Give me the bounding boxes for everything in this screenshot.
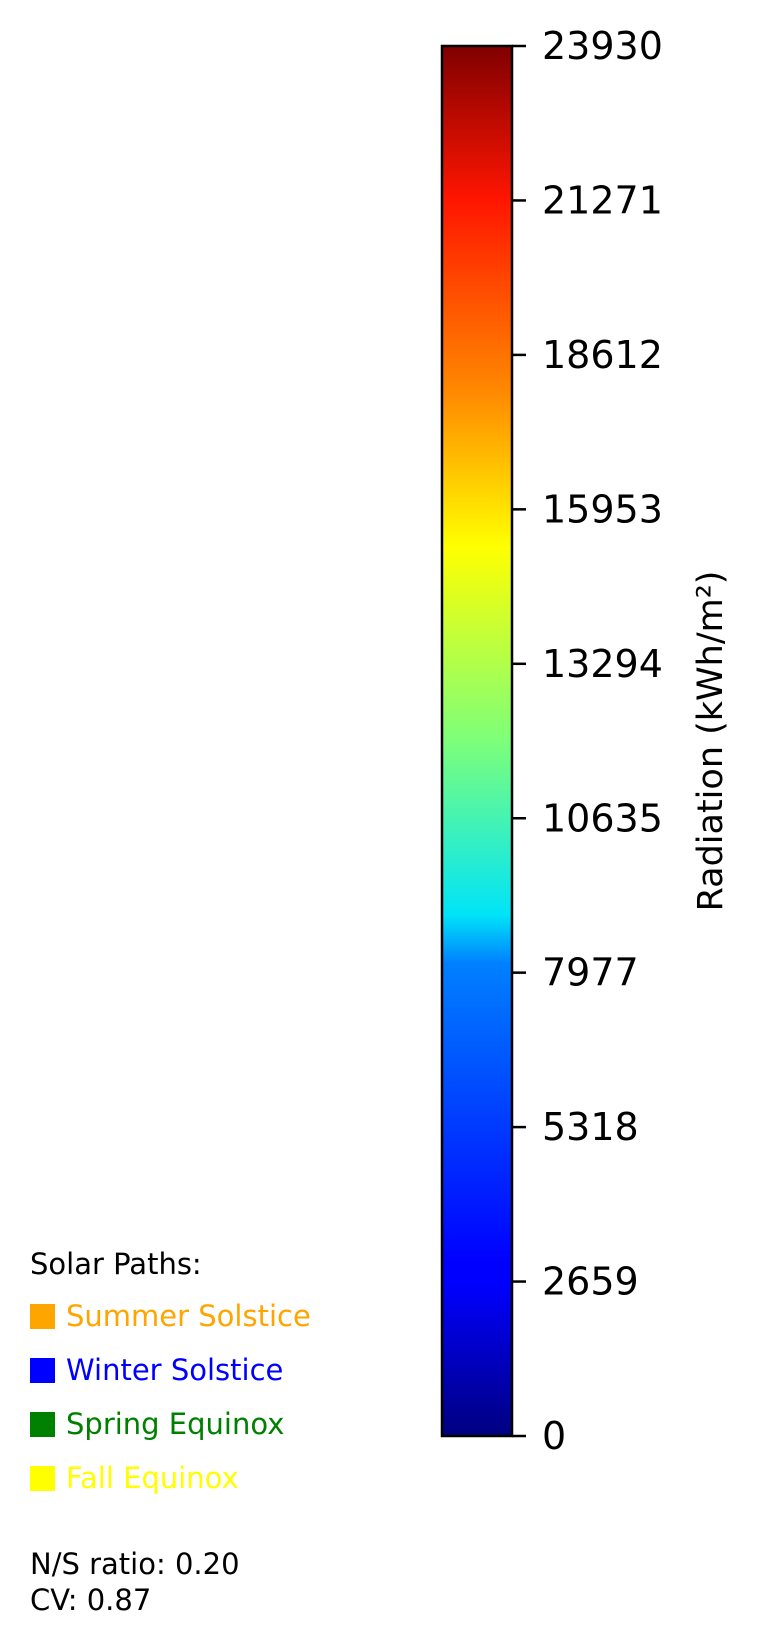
colorbar-tick-label: 13294 [542,642,663,686]
stats-block: N/S ratio: 0.20 CV: 0.87 [30,1546,240,1618]
legend-item-winter-solstice: Winter Solstice [30,1352,311,1406]
ns-ratio-text: N/S ratio: 0.20 [30,1547,240,1581]
colorbar-axis-label: Radiation (kWh/m²) [691,571,731,912]
colorbar-tick-label: 15953 [542,487,663,531]
legend-label: Spring Equinox [66,1407,285,1441]
legend-label: Fall Equinox [66,1461,239,1495]
colorbar-tick-label: 7977 [542,951,639,995]
legend-title: Solar Paths: [30,1247,202,1281]
summer-solstice-swatch [30,1304,55,1329]
colorbar-tick-label: 10635 [542,796,663,840]
legend-label: Winter Solstice [66,1353,284,1387]
colorbar-tick-label: 2659 [542,1260,639,1304]
legend-label: Summer Solstice [66,1299,311,1333]
cv-text: CV: 0.87 [30,1583,152,1617]
fall-equinox-swatch [30,1466,55,1491]
legend-item-summer-solstice: Summer Solstice [30,1298,311,1352]
legend-item-spring-equinox: Spring Equinox [30,1406,311,1460]
colorbar-gradient [442,46,512,1436]
colorbar-frame [440,44,514,1438]
spring-equinox-swatch [30,1412,55,1437]
winter-solstice-swatch [30,1358,55,1383]
colorbar-tick-label: 21271 [542,178,663,222]
colorbar-tick-label: 18612 [542,333,663,377]
legend-item-fall-equinox: Fall Equinox [30,1460,311,1514]
colorbar-tick-label: 5318 [542,1105,639,1149]
solar-paths-legend: Solar Paths: Summer Solstice Winter Sols… [30,1244,311,1514]
colorbar-tick-label: 23930 [542,24,663,68]
colorbar-tick-label: 0 [542,1414,566,1458]
